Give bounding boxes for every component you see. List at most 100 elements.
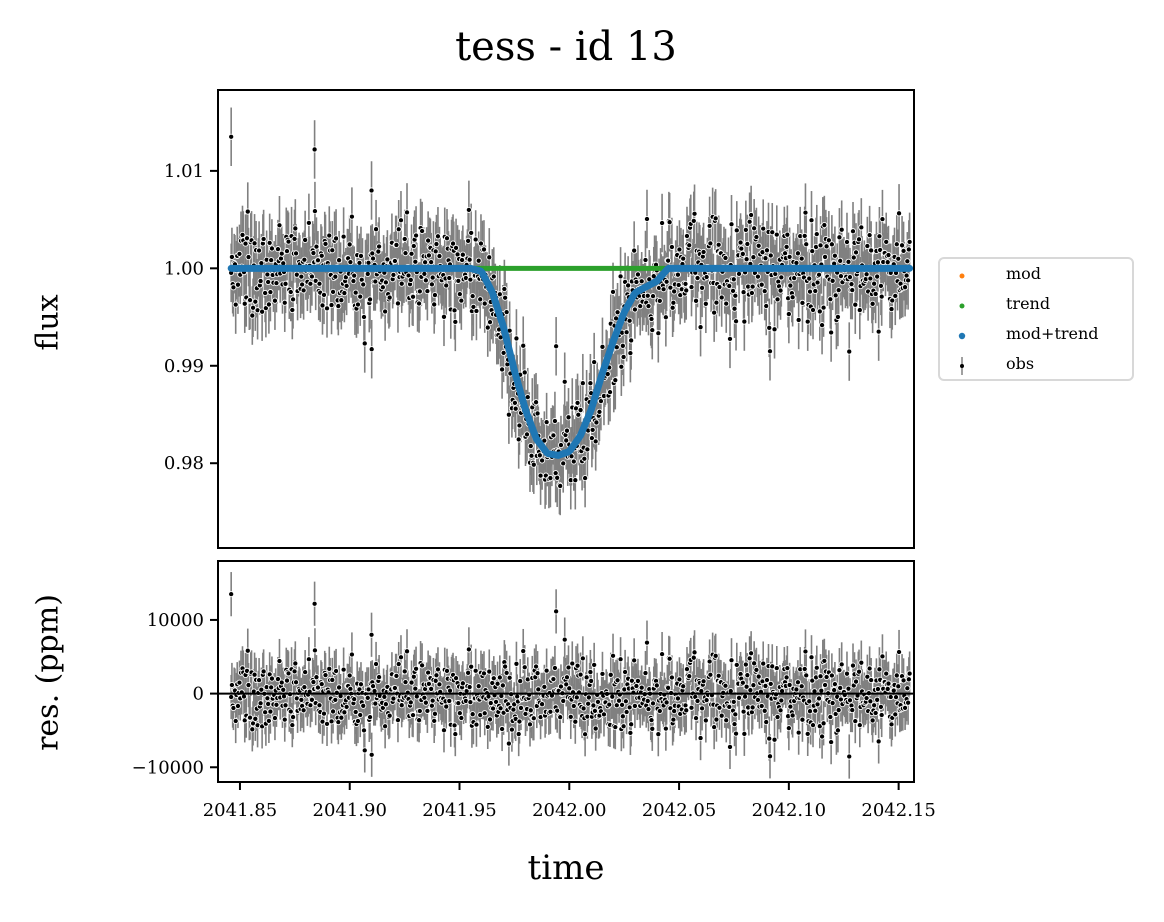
flux-point — [599, 343, 606, 350]
residual-point — [766, 735, 773, 742]
flux-point — [348, 213, 355, 220]
flux-point — [864, 242, 871, 250]
residual-point — [829, 700, 836, 707]
residual-point — [784, 665, 791, 672]
residual-point — [446, 687, 454, 694]
flux-point — [307, 280, 314, 287]
residual-point — [766, 753, 774, 760]
residual-point — [382, 701, 389, 708]
residual-point — [360, 702, 367, 709]
residual-point — [565, 664, 572, 671]
residual-point — [856, 722, 863, 729]
residual-point — [699, 705, 706, 712]
flux-point — [333, 235, 340, 242]
residual-point — [260, 668, 267, 675]
flux-point — [675, 281, 682, 289]
residual-point — [789, 712, 796, 719]
residual-point — [285, 670, 292, 677]
flux-point — [260, 235, 267, 243]
flux-point — [416, 288, 423, 295]
residual-point — [526, 721, 534, 728]
residual-point — [340, 666, 347, 673]
residual-point — [801, 665, 808, 673]
flux-point — [889, 297, 896, 304]
flux-point — [313, 243, 320, 250]
flux-point — [597, 398, 605, 405]
flux-ytick-label: 1.00 — [164, 258, 204, 279]
residual-point — [703, 697, 710, 704]
residual-point — [357, 681, 365, 688]
flux-point — [729, 287, 737, 294]
residual-point — [793, 686, 800, 693]
residual-point — [692, 715, 700, 722]
flux-point — [299, 281, 306, 288]
flux-point — [767, 252, 774, 259]
residual-point — [716, 704, 723, 711]
residual-point — [499, 682, 506, 689]
flux-point — [316, 280, 323, 287]
residual-point — [382, 723, 389, 730]
residual-point — [398, 702, 405, 709]
flux-point — [591, 359, 598, 366]
flux-point — [809, 306, 817, 314]
residual-point — [265, 717, 272, 724]
residual-point — [567, 713, 574, 720]
residual-point — [346, 672, 353, 679]
flux-point — [828, 241, 835, 248]
xtick-label: 2041.95 — [422, 800, 496, 821]
residual-point — [563, 674, 571, 681]
flux-point — [697, 324, 704, 331]
residual-point — [871, 702, 878, 709]
flux-point — [395, 226, 402, 233]
flux-point — [758, 281, 765, 288]
residual-point — [357, 711, 364, 719]
flux-point — [481, 300, 488, 307]
residual-point — [620, 723, 627, 730]
residual-point — [718, 712, 725, 719]
residual-point — [550, 676, 557, 683]
residual-point — [820, 720, 827, 727]
residual-point — [762, 682, 769, 689]
residual-point — [569, 660, 576, 667]
residual-point — [505, 740, 512, 747]
residual-point — [446, 697, 453, 704]
residual-point — [368, 631, 375, 638]
residual-point — [831, 681, 838, 688]
flux-point — [366, 296, 374, 303]
residual-point — [465, 669, 472, 676]
residual-point — [835, 707, 842, 714]
residual-point — [585, 694, 592, 701]
flux-point — [778, 274, 785, 281]
residual-point — [513, 660, 520, 667]
residual-point — [786, 681, 793, 688]
residual-point — [638, 684, 645, 691]
residual-point — [577, 671, 584, 678]
flux-point — [726, 282, 733, 289]
flux-ytick-label: 0.98 — [164, 453, 204, 474]
residual-point — [338, 714, 345, 721]
residual-point — [280, 686, 287, 693]
flux-point — [643, 215, 651, 223]
flux-point — [408, 250, 415, 257]
residual-point — [858, 659, 865, 666]
flux-point — [584, 446, 591, 453]
flux-point — [516, 422, 523, 429]
residual-point — [428, 685, 435, 692]
residual-point — [683, 707, 690, 714]
residual-point — [521, 664, 528, 671]
flux-point — [282, 280, 289, 287]
flux-point — [618, 363, 625, 370]
flux-point — [846, 274, 854, 281]
flux-point — [850, 254, 857, 261]
residual-point — [879, 653, 886, 660]
residual-point — [888, 721, 895, 728]
flux-point — [619, 342, 626, 349]
residual-point — [413, 693, 420, 700]
flux-point — [855, 236, 863, 243]
residual-point — [579, 655, 586, 662]
residual-point — [874, 686, 881, 693]
residual-point — [534, 670, 541, 677]
flux-point — [728, 221, 735, 228]
legend-item-mod-trend: mod+trend — [940, 321, 1132, 349]
residual-point — [863, 695, 870, 702]
